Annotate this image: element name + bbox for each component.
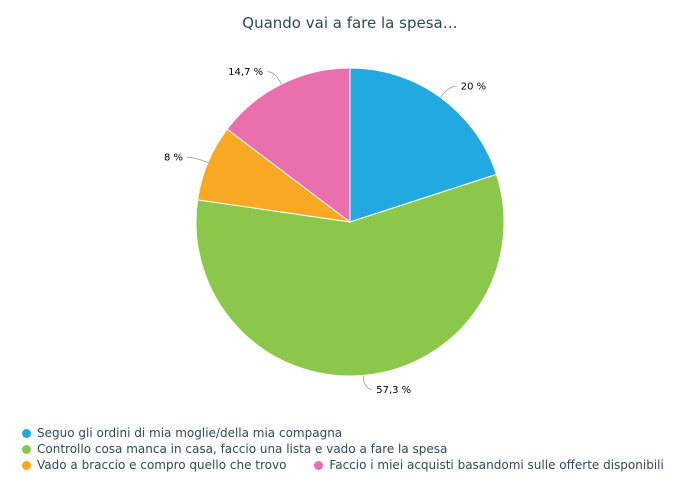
legend-item-offerte[interactable]: Faccio i miei acquisti basandomi sulle o… [314,458,664,472]
legend-label-ordini: Seguo gli ordini di mia moglie/della mia… [37,426,343,440]
data-label-ordini: 20 % [461,82,486,93]
legend-label-offerte: Faccio i miei acquisti basandomi sulle o… [329,458,664,472]
leader-line-lista [362,375,373,390]
legend-row-3: Vado a braccio e compro quello che trovo… [22,457,664,473]
data-label-lista: 57,3 % [376,385,411,396]
pie-labels: 20 % 57,3 % 8 % 14,7 % [164,67,486,396]
legend-label-lista: Controllo cosa manca in casa, faccio una… [37,442,448,456]
legend-swatch-braccio [22,460,31,470]
legend-row-2: Controllo cosa manca in casa, faccio una… [22,441,664,457]
leader-line-ordini [440,85,457,98]
legend-swatch-ordini [22,428,31,438]
legend-item-lista[interactable]: Controllo cosa manca in casa, faccio una… [22,442,447,456]
data-label-braccio: 8 % [164,153,183,164]
pie-slices [195,67,505,377]
legend: Seguo gli ordini di mia moglie/della mia… [22,425,664,473]
legend-row-1: Seguo gli ordini di mia moglie/della mia… [22,425,664,441]
pie-slice-ordini[interactable] [349,67,498,223]
data-label-offerte: 14,7 % [228,67,263,78]
leader-line-offerte [267,71,282,85]
pie-slice-offerte[interactable] [226,67,351,224]
legend-swatch-lista [22,444,31,454]
legend-swatch-offerte [314,460,324,470]
legend-item-braccio[interactable]: Vado a braccio e compro quello che trovo [22,458,286,472]
legend-label-braccio: Vado a braccio e compro quello che trovo [37,458,287,472]
leader-line-braccio [186,156,209,163]
legend-item-ordini[interactable]: Seguo gli ordini di mia moglie/della mia… [22,426,342,440]
chart-title: Quando vai a fare la spesa… [242,14,458,32]
